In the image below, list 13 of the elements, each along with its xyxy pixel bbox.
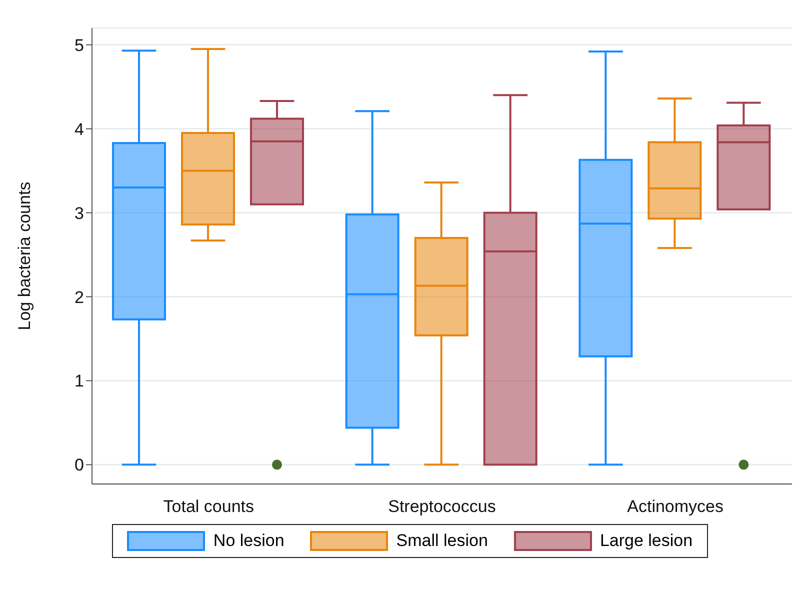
y-tick-label: 1	[74, 372, 84, 391]
y-tick-label: 0	[74, 456, 84, 475]
y-axis-title: Log bacteria counts	[15, 182, 34, 330]
y-tick-label: 3	[74, 204, 84, 223]
legend-label: Small lesion	[396, 531, 488, 551]
legend-label: Large lesion	[600, 531, 693, 551]
y-tick-label: 2	[74, 288, 84, 307]
y-tick-label: 4	[74, 120, 84, 139]
x-tick-label: Total counts	[163, 497, 254, 516]
y-tick-label: 5	[74, 36, 84, 55]
x-tick-label: Actinomyces	[627, 497, 724, 516]
x-tick-label: Streptococcus	[388, 497, 496, 516]
legend-label: No lesion	[213, 531, 284, 551]
